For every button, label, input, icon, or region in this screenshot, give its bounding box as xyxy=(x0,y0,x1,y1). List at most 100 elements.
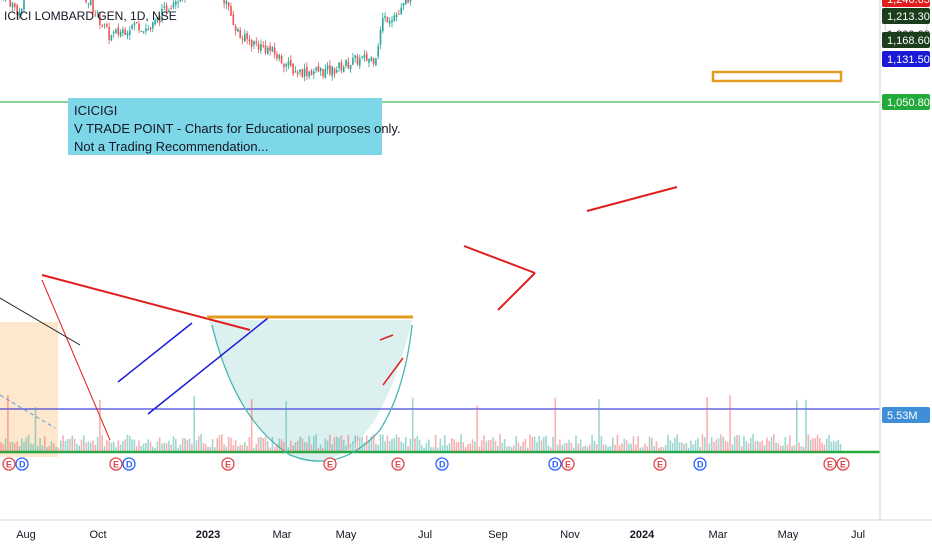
volume-bar xyxy=(386,435,389,452)
candle-body xyxy=(391,20,393,23)
price-tag-label: 1,246.65 xyxy=(887,0,930,6)
volume-bar xyxy=(816,434,819,452)
volume-bar xyxy=(738,435,741,452)
volume-bar xyxy=(566,443,568,452)
volume-bar xyxy=(648,436,651,452)
volume-bar xyxy=(821,442,823,452)
volume-bar xyxy=(453,439,455,452)
candle xyxy=(324,64,327,79)
volume-bar xyxy=(828,434,830,452)
orange-resistance-box xyxy=(711,70,843,83)
volume-bar xyxy=(255,443,258,452)
volume-bar xyxy=(303,442,306,452)
candle xyxy=(349,64,352,73)
candle xyxy=(154,17,156,26)
volume-bar xyxy=(326,440,329,452)
candle-body xyxy=(103,24,106,26)
volume-bar xyxy=(370,436,373,452)
volume-bar xyxy=(784,437,787,452)
volume-bar xyxy=(161,443,163,452)
event-circle xyxy=(823,457,837,471)
event-marker-5: E xyxy=(323,457,337,471)
volume-bar xyxy=(71,435,74,452)
price-tag-label: 1,131.50 xyxy=(887,54,930,66)
volume-bar xyxy=(782,445,784,452)
candle-body xyxy=(260,44,262,51)
candle xyxy=(163,2,166,11)
volume-bar xyxy=(188,438,191,452)
volume-bar xyxy=(687,447,690,452)
candle-body xyxy=(271,46,274,52)
candle-body xyxy=(110,35,113,41)
volume-bar xyxy=(589,444,591,452)
candle-body xyxy=(253,41,255,46)
volume-bar xyxy=(747,443,750,452)
annotation-box[interactable]: ICICIGI V TRADE POINT - Charts for Educa… xyxy=(68,98,401,155)
annotation-line-1: V TRADE POINT - Charts for Educational p… xyxy=(74,121,401,136)
volume-bar xyxy=(172,436,175,452)
volume-bar xyxy=(361,436,363,452)
volume-bar xyxy=(400,441,402,452)
candle-body xyxy=(23,0,25,10)
candle xyxy=(354,55,356,63)
volume-bar xyxy=(837,439,839,452)
candle-body xyxy=(179,0,182,2)
volume-bar xyxy=(37,446,39,452)
volume-bar xyxy=(464,447,467,452)
volume-bar xyxy=(476,405,478,452)
event-label: D xyxy=(19,460,26,470)
x-tick-label-6: Sep xyxy=(488,529,508,541)
candle-body xyxy=(244,33,246,42)
event-circle xyxy=(391,457,405,471)
plot-background xyxy=(0,0,880,520)
time-axis: Aug Oct 2023 Mar May Jul Sep Nov 2024 Mar May Jul xyxy=(0,519,932,541)
volume-bar xyxy=(301,438,304,452)
candle xyxy=(115,28,117,35)
volume-bar xyxy=(329,434,331,452)
volume-bar xyxy=(575,435,577,452)
candle xyxy=(135,21,138,24)
volume-bar xyxy=(655,441,658,452)
volume-bar xyxy=(317,447,320,452)
volume-bar xyxy=(522,441,524,452)
candle xyxy=(365,50,368,62)
volume-bar xyxy=(379,434,382,452)
candle xyxy=(16,3,18,20)
orange-shaded-zone xyxy=(0,322,58,457)
volume-bar xyxy=(101,435,103,452)
volume-bar xyxy=(96,436,99,452)
volume-bar xyxy=(441,445,444,452)
volume-bar xyxy=(752,434,754,452)
volume-bar xyxy=(671,443,674,452)
candle-body xyxy=(18,11,21,16)
candle-body xyxy=(329,65,331,75)
candle xyxy=(138,20,140,34)
volume-bar xyxy=(338,437,340,452)
volume-bar xyxy=(50,441,53,452)
candle-body xyxy=(147,29,149,30)
candle-body xyxy=(280,56,283,63)
volume-bar xyxy=(579,439,582,452)
volume-bar xyxy=(717,438,720,452)
candle-body xyxy=(248,39,251,42)
candle-body xyxy=(313,71,315,75)
volume-bar xyxy=(193,396,195,452)
x-tick-label-3: Mar xyxy=(273,529,292,541)
price-tag-13: 1,168.60 xyxy=(882,32,930,48)
candle xyxy=(294,66,297,73)
volume-bar xyxy=(43,436,46,452)
volume-bar xyxy=(349,444,352,452)
candle-body xyxy=(398,13,400,15)
event-circle xyxy=(435,457,449,471)
candle-body xyxy=(306,66,308,76)
volume-bar xyxy=(209,446,212,452)
volume-bar xyxy=(269,447,271,452)
volume-bar xyxy=(773,434,775,452)
candle xyxy=(363,49,366,62)
price-tag-15: 1,050.80 xyxy=(882,94,930,110)
volume-bar xyxy=(119,444,122,452)
volume-bar xyxy=(770,436,773,452)
volume-bar xyxy=(207,447,209,452)
volume-bar xyxy=(9,442,11,452)
